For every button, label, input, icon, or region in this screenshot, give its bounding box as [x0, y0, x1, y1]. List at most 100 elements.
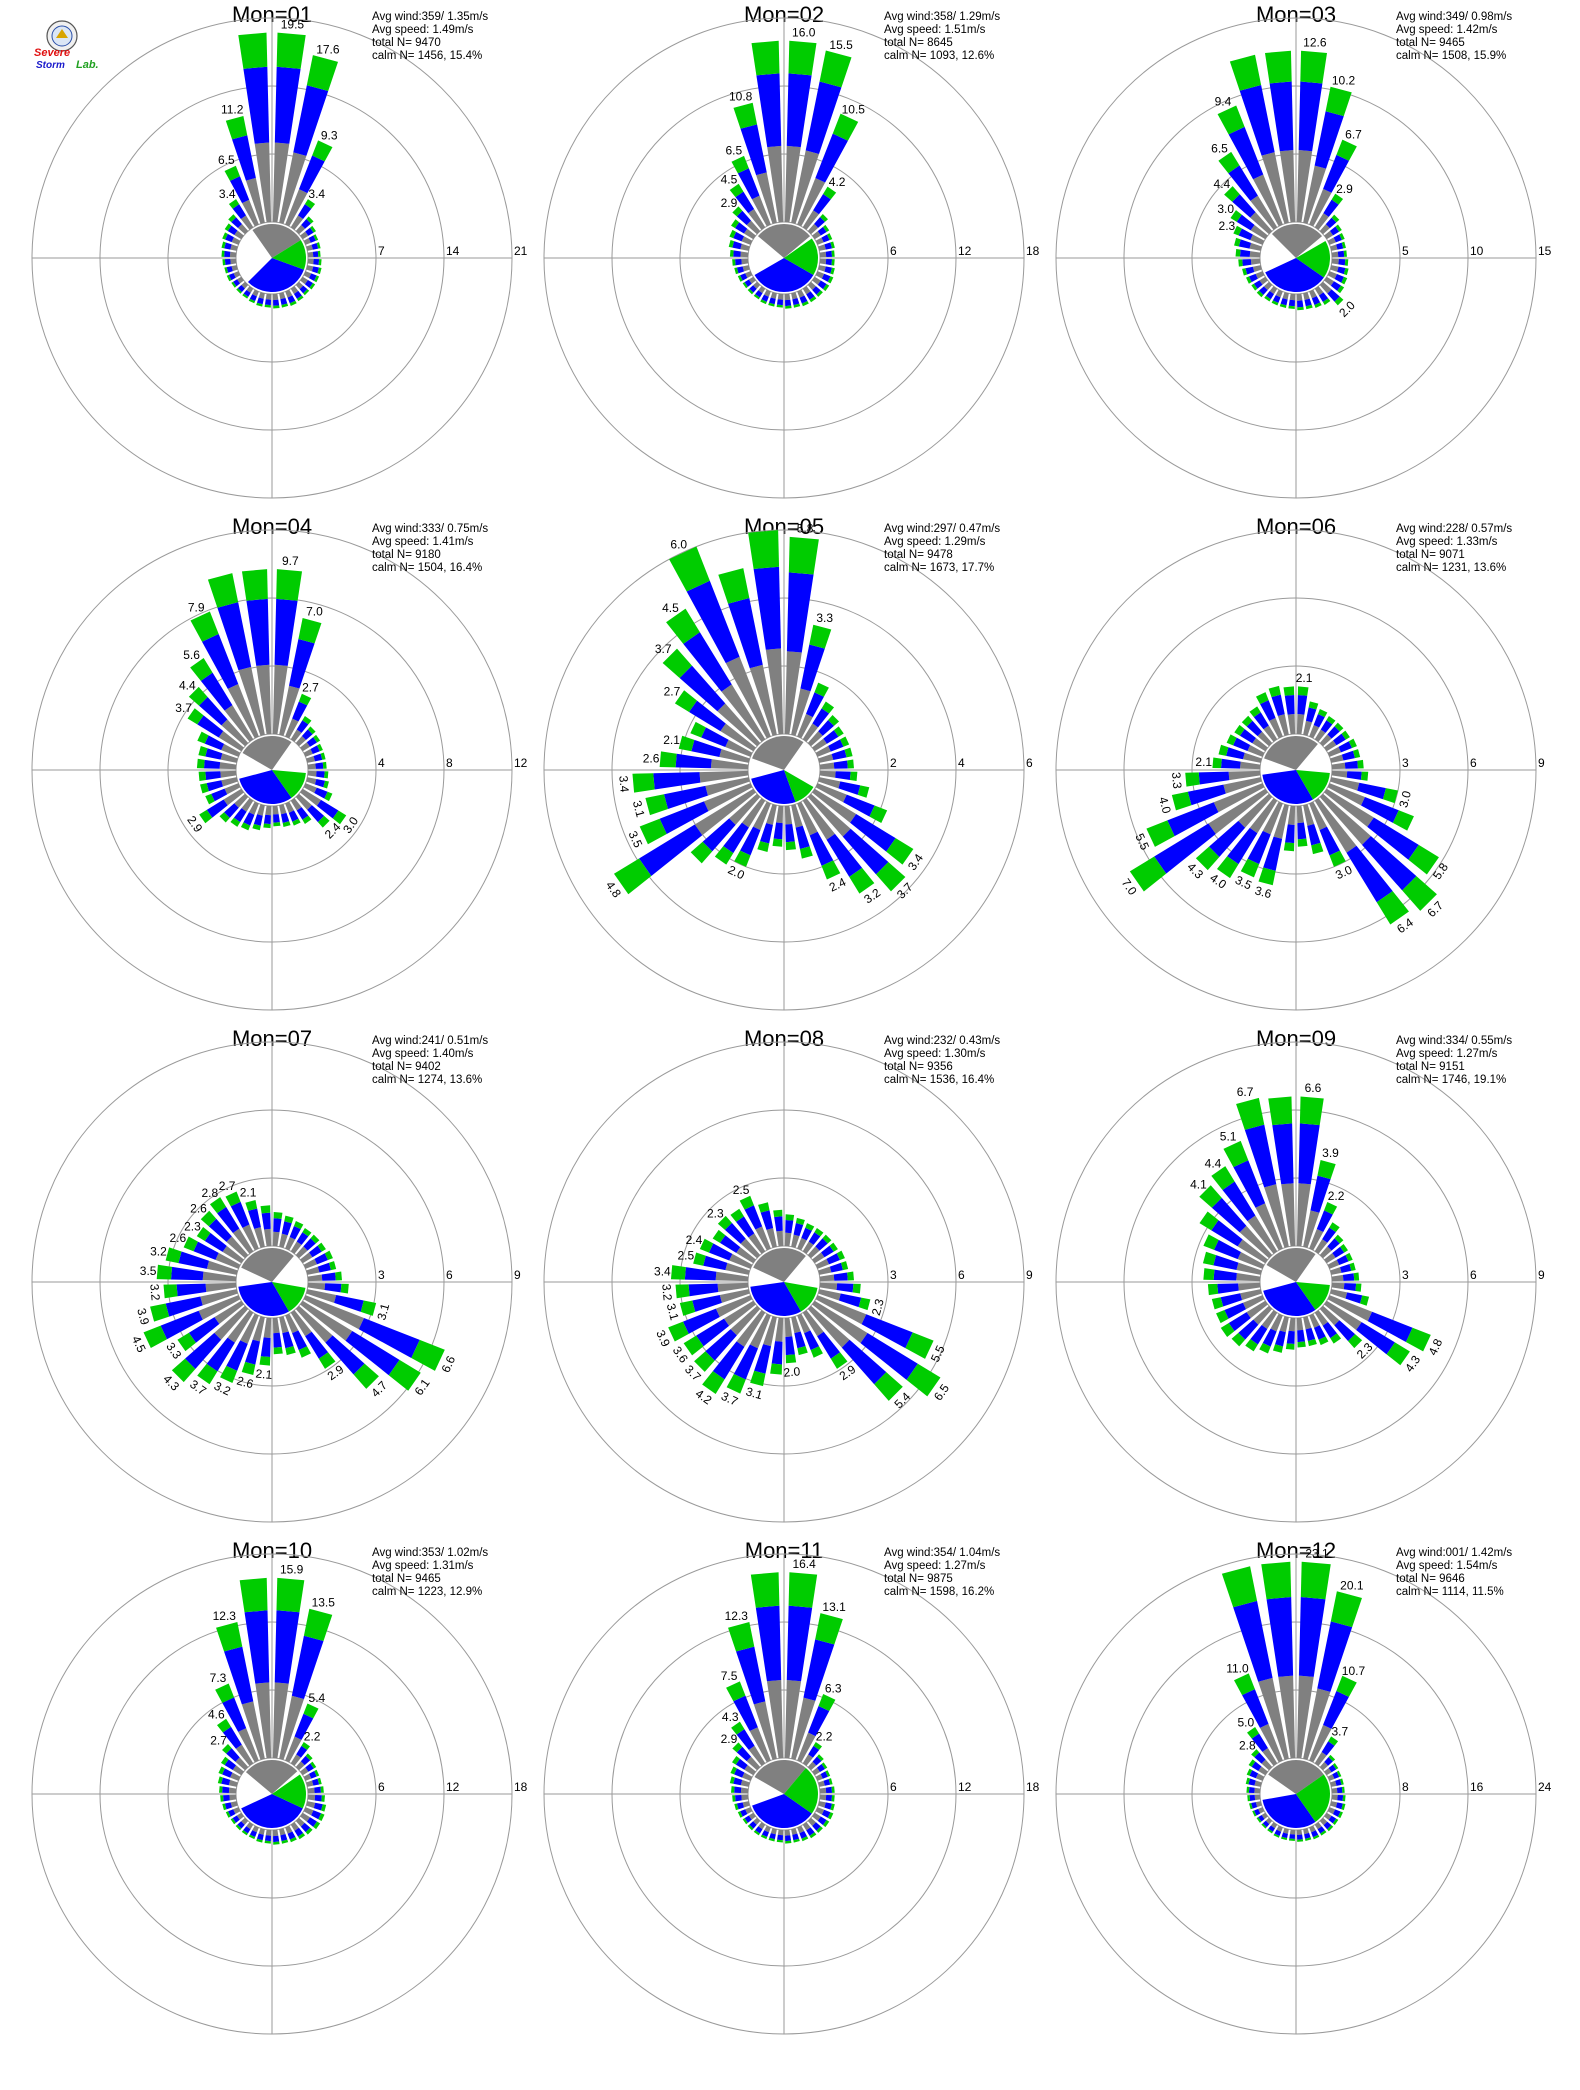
arm-segment-blue: [301, 219, 311, 229]
arm-segment-green: [332, 810, 347, 825]
arm-segment-green: [1288, 305, 1295, 309]
arm-segment-blue: [1344, 760, 1359, 769]
arm-segment-gray: [200, 1289, 238, 1306]
arm-segment-gray: [717, 703, 761, 747]
arm-segment-blue: [311, 242, 319, 250]
arm-segment-blue: [246, 598, 270, 666]
arm-segment-gray: [818, 1780, 825, 1787]
arm-segment-green: [1199, 1211, 1219, 1231]
arm-segment-blue: [264, 299, 271, 306]
arm-segment-blue: [826, 833, 863, 877]
arm-segment-green: [1246, 1768, 1253, 1776]
arm-value-label: 3.2: [212, 1379, 233, 1399]
arm-segment-gray: [1330, 754, 1344, 763]
arm-segment-gray: [256, 664, 272, 735]
arm-segment-green: [613, 858, 652, 895]
arm-segment-green: [302, 815, 312, 824]
arm-segment-gray: [228, 1779, 238, 1787]
arm-segment-green: [770, 1363, 782, 1375]
arm-segment-gray: [1287, 714, 1296, 735]
arm-segment-green: [1328, 1754, 1336, 1762]
arm-segment-blue: [1311, 1830, 1319, 1838]
arm-segment-blue: [293, 290, 302, 299]
arm-segment-blue: [324, 1283, 342, 1293]
arm-segment-blue: [305, 1763, 314, 1772]
arm-segment-gray: [1253, 174, 1283, 227]
arm-value-label: 5.5: [928, 1343, 948, 1364]
arm-segment-green: [1336, 1770, 1342, 1778]
arm-segment-gray: [1296, 150, 1313, 223]
arm-segment-blue: [829, 1262, 843, 1273]
ring-label: 6: [958, 1268, 965, 1282]
arm-segment-blue: [732, 241, 742, 250]
arm-segment-gray: [719, 1289, 750, 1303]
ring-label: 6: [890, 244, 897, 258]
calm-pie-gray: [245, 1760, 298, 1794]
arm-segment-gray: [300, 1812, 311, 1822]
arm-segment-gray: [1250, 212, 1273, 235]
arm-segment-gray: [1237, 1252, 1265, 1269]
arm-segment-blue: [1228, 1312, 1251, 1332]
wind-rose-mon-09: Mon=093 6 96.63.92.24.84.32.34.14.45.16.7A…: [1055, 1026, 1545, 1523]
arm-segment-gray: [1330, 1801, 1338, 1808]
arm-segment-blue: [222, 1726, 242, 1749]
arm-segment-green: [197, 731, 209, 744]
arm-segment-blue: [224, 1646, 254, 1705]
arm-segment-blue: [1265, 291, 1274, 300]
arm-segment-blue: [1209, 820, 1246, 857]
arm-segment-gray: [307, 1794, 316, 1801]
arm-segment-blue: [292, 1330, 308, 1351]
arm-segment-blue: [785, 1336, 795, 1356]
info-line: calm N= 1231, 13.6%: [1396, 562, 1506, 574]
arm-segment-gray: [766, 1228, 777, 1248]
arm-segment-green: [1216, 856, 1239, 879]
arm-segment-green: [729, 249, 734, 257]
arm-segment-green: [198, 771, 207, 781]
arm-segment-gray: [753, 1817, 761, 1825]
arm-segment-blue: [724, 1222, 746, 1244]
arm-segment-blue: [735, 1758, 748, 1770]
arm-segment-blue: [224, 259, 231, 266]
arm-segment-gray: [1327, 746, 1342, 757]
arm-segment-gray: [1296, 1829, 1303, 1835]
arm-segment-blue: [736, 1746, 752, 1762]
arm-segment-blue: [1336, 242, 1344, 250]
arm-segment-blue: [222, 1697, 247, 1732]
arm-segment-gray: [717, 1282, 749, 1292]
arm-value-label: 6.6: [438, 1353, 458, 1374]
range-ring: [611, 85, 957, 431]
arm-segment-blue: [1250, 1325, 1268, 1345]
arm-value-label: 12.6: [1303, 35, 1327, 49]
arm-segment-blue: [793, 1223, 804, 1237]
range-ring: [1191, 1177, 1401, 1387]
arm-segment-gray: [797, 1313, 811, 1334]
arm-segment-gray: [252, 1825, 259, 1833]
arm-value-label: 20.1: [1340, 1579, 1364, 1593]
arm-value-label: 3.6: [1253, 883, 1273, 901]
arm-segment-green: [285, 1346, 296, 1356]
arm-segment-green: [717, 1215, 732, 1230]
arm-segment-blue: [1325, 217, 1337, 229]
ring-label: 7: [378, 244, 385, 258]
arm-segment-green: [225, 1811, 231, 1818]
arm-segment-blue: [733, 231, 745, 242]
arm-segment-blue: [843, 794, 875, 817]
arm-value-label: 3.0: [1396, 789, 1414, 809]
arm-segment-gray: [1249, 798, 1278, 834]
arm-segment-blue: [228, 1809, 236, 1817]
arm-segment-blue: [1297, 300, 1304, 308]
calm-pie-blue: [247, 258, 304, 292]
arm-segment-green: [303, 289, 310, 296]
arm-segment-blue: [233, 279, 241, 287]
arm-segment-gray: [1319, 1246, 1332, 1259]
arm-segment-blue: [1327, 289, 1340, 302]
arm-segment-gray: [307, 1282, 326, 1290]
info-line: Avg wind:297/ 0.47m/s: [884, 523, 1000, 535]
arm-segment-gray: [300, 1300, 353, 1341]
arm-segment-green: [821, 1762, 828, 1769]
arm-segment-gray: [815, 271, 825, 279]
arm-segment-gray: [232, 1228, 254, 1254]
arm-segment-green: [1224, 186, 1240, 202]
arm-segment-green: [714, 846, 734, 865]
arm-segment-green: [1248, 1759, 1256, 1767]
